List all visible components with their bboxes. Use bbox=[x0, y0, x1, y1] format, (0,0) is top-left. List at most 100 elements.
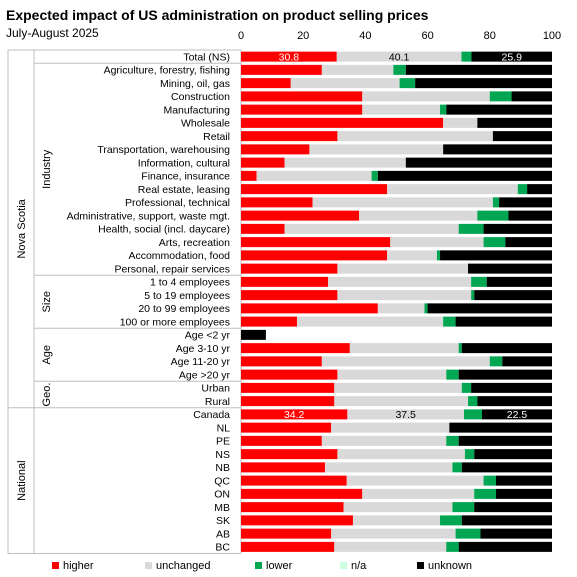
category-frame: Industry Size Age Geo. Nova Scotia National bbox=[7, 49, 242, 554]
bar-segment-higher bbox=[241, 488, 363, 499]
bar-segment-unknown bbox=[405, 64, 552, 75]
bar-segment-higher bbox=[241, 276, 329, 287]
row-label: Mining, oil, gas bbox=[160, 78, 230, 90]
bar-segment-higher bbox=[241, 78, 291, 89]
bar-segment-unknown bbox=[496, 488, 552, 499]
legend-entry: higher bbox=[63, 560, 94, 572]
inner-group-label: Age bbox=[41, 345, 53, 365]
bar-segment-lower bbox=[483, 237, 506, 248]
bar-segment-unknown bbox=[477, 396, 552, 407]
bar-segment-unchanged bbox=[334, 541, 447, 552]
bar-segment-higher bbox=[241, 184, 388, 195]
inner-group-label: Size bbox=[41, 291, 53, 312]
bar-segment-higher bbox=[241, 449, 338, 460]
bar-segment-higher bbox=[241, 104, 363, 115]
bar-segment-unknown bbox=[471, 51, 552, 62]
legend-entry: unknown bbox=[428, 560, 472, 572]
row-label: NS bbox=[215, 449, 230, 461]
bar-segment-unknown bbox=[427, 303, 552, 314]
inner-group-label: Industry bbox=[41, 149, 53, 189]
bar-segment-unchanged bbox=[334, 382, 462, 393]
bar-segment-unknown bbox=[446, 104, 552, 115]
bar-segment-unchanged bbox=[343, 502, 453, 513]
bar-segment-higher bbox=[241, 51, 337, 62]
bar-segment-unchanged bbox=[331, 422, 450, 433]
bar-segment-lower bbox=[517, 184, 528, 195]
bar-segment-higher bbox=[241, 462, 325, 473]
bar-segment-unchanged bbox=[337, 369, 447, 380]
row-label: NL bbox=[217, 422, 231, 434]
row-label: Age 3-10 yr bbox=[176, 343, 231, 355]
bar-segment-higher bbox=[241, 64, 322, 75]
data-label: 30.8 bbox=[279, 51, 300, 63]
row-label: MB bbox=[214, 502, 230, 514]
bar-segment-unknown bbox=[458, 435, 552, 446]
bar-segment-higher bbox=[241, 237, 391, 248]
row-label: 20 to 99 employees bbox=[138, 303, 230, 315]
row-label: Age >20 yr bbox=[179, 369, 231, 381]
bar-segment-lower bbox=[440, 515, 462, 526]
bar-segment-higher bbox=[241, 343, 350, 354]
x-tick-label: 20 bbox=[297, 30, 309, 42]
bar-segment-higher bbox=[241, 250, 388, 261]
bar-segment-lower bbox=[455, 528, 481, 539]
legend-entry: lower bbox=[266, 560, 293, 572]
chart-subtitle: July-August 2025 bbox=[6, 26, 99, 40]
row-label: Transportation, warehousing bbox=[97, 144, 230, 156]
bar-segment-unknown bbox=[474, 449, 552, 460]
legend-swatch bbox=[52, 562, 59, 569]
bar-segment-unknown bbox=[458, 369, 552, 380]
row-label: Accommodation, food bbox=[128, 250, 230, 262]
bar-segment-unknown bbox=[474, 502, 552, 513]
bar-segment-unknown bbox=[449, 422, 552, 433]
bar-segment-unknown bbox=[480, 528, 552, 539]
bar-segment-higher bbox=[241, 316, 297, 327]
data-label: 25.9 bbox=[502, 51, 523, 63]
bar-segment-unknown bbox=[508, 210, 552, 221]
x-tick-label: 60 bbox=[421, 30, 433, 42]
bar-segment-unknown bbox=[499, 197, 552, 208]
bar-segment-higher bbox=[241, 382, 335, 393]
plot-area: Total (NS) 30.8 40.1 25.9 Agriculture, fores… bbox=[67, 51, 552, 554]
row-label: 100 or more employees bbox=[120, 316, 230, 328]
row-label: Urban bbox=[201, 383, 230, 395]
bar-segment-unchanged bbox=[362, 91, 490, 102]
bar-segment-unchanged bbox=[362, 488, 475, 499]
bar-segment-unchanged bbox=[328, 276, 472, 287]
row-label: Finance, insurance bbox=[141, 171, 230, 183]
outer-group-label: National bbox=[16, 460, 28, 500]
x-tick-label: 0 bbox=[238, 30, 244, 42]
x-axis: 0 20 40 60 80 100 bbox=[238, 30, 561, 42]
bar-segment-unknown bbox=[471, 382, 552, 393]
bar-segment-unchanged bbox=[321, 356, 490, 367]
bar-segment-higher bbox=[241, 157, 285, 168]
row-label: Agriculture, forestry, fishing bbox=[104, 65, 231, 77]
bar-segment-higher bbox=[241, 290, 338, 301]
bar-segment-higher bbox=[241, 170, 257, 181]
legend-swatch bbox=[340, 562, 347, 569]
bar-segment-unknown bbox=[527, 184, 552, 195]
bar-segment-unchanged bbox=[331, 528, 456, 539]
bar-segment-lower bbox=[461, 51, 472, 62]
bar-segment-higher bbox=[241, 263, 338, 274]
bar-segment-unchanged bbox=[296, 316, 444, 327]
bar-segment-lower bbox=[446, 435, 459, 446]
bar-segment-unchanged bbox=[321, 435, 447, 446]
bar-segment-unknown bbox=[241, 329, 266, 340]
bar-segment-higher bbox=[241, 303, 378, 314]
inner-group-label: Geo. bbox=[41, 383, 53, 407]
row-label: ON bbox=[214, 489, 230, 501]
bar-segment-unknown bbox=[458, 541, 552, 552]
bar-segment-lower bbox=[461, 382, 472, 393]
bar-segment-unchanged bbox=[337, 290, 472, 301]
bar-segment-lower bbox=[424, 303, 428, 314]
bar-segment-unchanged bbox=[284, 223, 459, 234]
row-label: Canada bbox=[193, 409, 230, 421]
bar-segment-unknown bbox=[486, 276, 552, 287]
row-label: Rural bbox=[205, 396, 230, 408]
bar-segment-lower bbox=[446, 541, 459, 552]
bar-segment-higher bbox=[241, 356, 322, 367]
row-label: Real estate, leasing bbox=[138, 184, 230, 196]
bar-segment-unchanged bbox=[390, 237, 484, 248]
bar-segment-unchanged bbox=[324, 462, 453, 473]
